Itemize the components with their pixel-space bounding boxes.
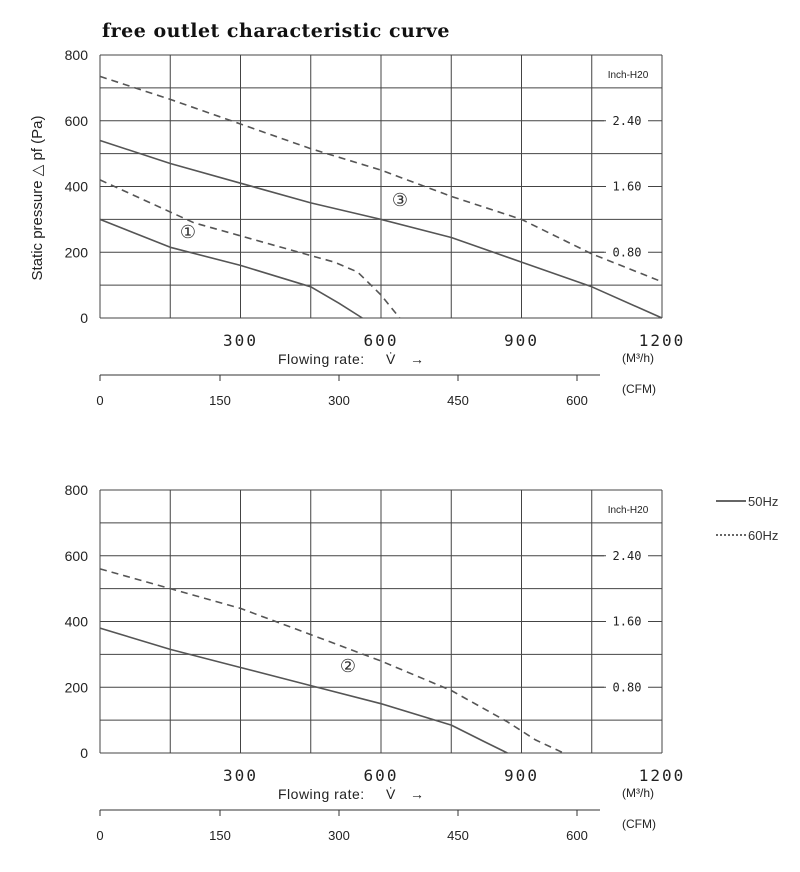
y-tick-label: 800 (65, 482, 89, 498)
y-tick-label: 600 (65, 113, 89, 129)
y-tick-label: 200 (65, 244, 89, 260)
chart-2: 0 200 400 600 800 300 600 900 1200 Flowing rate: V… (65, 482, 686, 843)
x-tick-label: 1200 (639, 331, 686, 350)
x-axis-label: Flowing rate: (278, 351, 365, 367)
legend-50hz-label: 50Hz (748, 494, 778, 509)
curve-marker: ② (340, 656, 356, 676)
cfm-axis-unit: (CFM) (622, 817, 656, 831)
x-tick-label: 300 (223, 331, 258, 350)
x-axis-symbol: V̇ (386, 786, 396, 802)
inch-tick-label: 1.60 (613, 180, 642, 194)
x-axis-arrow-icon: → (410, 786, 425, 802)
y-tick-label: 0 (80, 310, 88, 326)
inch-axis-unit: Inch-H20 (608, 70, 649, 81)
series-line-2-60hz (99, 179, 401, 319)
inch-label-bg (606, 547, 648, 564)
y-tick-label: 800 (65, 47, 89, 63)
inch-tick-label: 2.40 (613, 549, 642, 563)
x-tick-label: 300 (223, 766, 258, 785)
y-tick-label: 600 (65, 548, 89, 564)
series-line-1-50hz (99, 627, 508, 754)
legend: 50Hz 60Hz (716, 494, 778, 543)
x-axis-arrow-icon: → (410, 351, 425, 367)
cfm-tick-label: 300 (328, 828, 350, 843)
curve-marker: ③ (392, 190, 408, 210)
inch-tick-label: 0.80 (613, 680, 642, 694)
x-axis-unit: (M³/h) (622, 351, 654, 365)
curve-marker: ① (180, 222, 196, 242)
inch-axis-unit: Inch-H20 (608, 505, 649, 516)
cfm-tick-label: 0 (96, 828, 103, 843)
inch-tick-label: 0.80 (613, 245, 642, 259)
series-line-3-50hz (99, 139, 663, 319)
y-axis-label: Static pressure △ pf (Pa) (29, 116, 46, 281)
inch-label-bg (606, 613, 648, 630)
cfm-axis-unit: (CFM) (622, 382, 656, 396)
inch-tick-label: 2.40 (613, 114, 642, 128)
cfm-tick-label: 600 (566, 828, 588, 843)
inch-label-bg (606, 679, 648, 696)
cfm-tick-label: 0 (96, 393, 103, 408)
series-line-2-60hz (99, 568, 564, 754)
x-tick-label: 600 (364, 766, 399, 785)
inch-tick-label: 1.60 (613, 615, 642, 629)
cfm-tick-label: 150 (209, 828, 231, 843)
chart-title: free outlet characteristic curve (102, 20, 450, 42)
cfm-tick-label: 450 (447, 828, 469, 843)
x-tick-label: 600 (364, 331, 399, 350)
y-tick-label: 400 (65, 179, 89, 195)
x-axis-unit: (M³/h) (622, 786, 654, 800)
x-axis-label: Flowing rate: (278, 786, 365, 802)
cfm-tick-label: 600 (566, 393, 588, 408)
y-tick-label: 0 (80, 745, 88, 761)
cfm-tick-label: 150 (209, 393, 231, 408)
x-tick-label: 900 (504, 766, 539, 785)
y-tick-label: 400 (65, 614, 89, 630)
cfm-tick-label: 450 (447, 393, 469, 408)
x-tick-label: 900 (504, 331, 539, 350)
series-line-1-50hz (99, 218, 363, 319)
inch-label-bg (606, 178, 648, 195)
inch-label-bg (606, 112, 648, 129)
x-tick-label: 1200 (639, 766, 686, 785)
inch-label-bg (606, 244, 648, 261)
legend-60hz-label: 60Hz (748, 528, 778, 543)
chart-1: 0 200 400 600 800 300 600 900 1200 Flowing rate: V… (65, 47, 686, 408)
y-tick-label: 200 (65, 679, 89, 695)
series-line-4-60hz (99, 75, 663, 283)
x-axis-symbol: V̇ (386, 351, 396, 367)
cfm-tick-label: 300 (328, 393, 350, 408)
